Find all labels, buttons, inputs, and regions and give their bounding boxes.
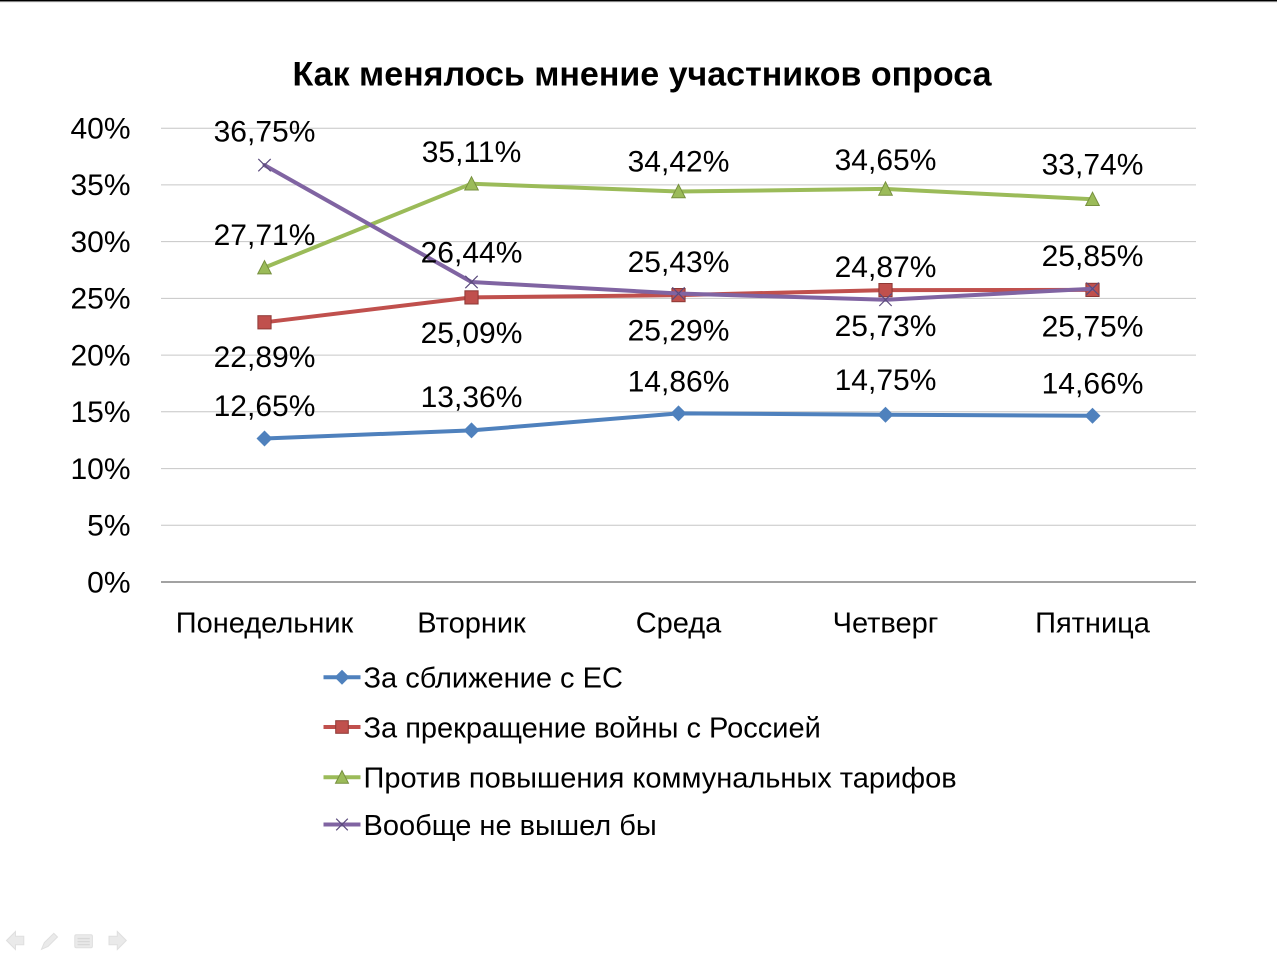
svg-text:0%: 0% — [87, 566, 130, 599]
svg-text:За сближение с ЕС: За сближение с ЕС — [364, 663, 623, 695]
svg-text:34,42%: 34,42% — [628, 146, 730, 179]
svg-text:25,75%: 25,75% — [1042, 311, 1144, 344]
svg-text:25,85%: 25,85% — [1042, 240, 1144, 273]
svg-text:За прекращение войны с Россией: За прекращение войны с Россией — [364, 712, 821, 744]
svg-text:15%: 15% — [70, 396, 130, 429]
svg-text:33,74%: 33,74% — [1042, 149, 1144, 182]
svg-text:40%: 40% — [70, 113, 130, 146]
svg-text:25,29%: 25,29% — [628, 314, 730, 347]
svg-text:20%: 20% — [70, 339, 130, 372]
svg-text:14,86%: 14,86% — [628, 366, 730, 399]
svg-text:13,36%: 13,36% — [421, 381, 523, 414]
svg-text:25,43%: 25,43% — [628, 246, 730, 279]
svg-text:Понедельник: Понедельник — [176, 608, 354, 640]
svg-text:14,66%: 14,66% — [1042, 368, 1144, 401]
svg-text:Вторник: Вторник — [417, 608, 526, 640]
svg-text:30%: 30% — [70, 226, 130, 259]
svg-text:26,44%: 26,44% — [421, 237, 523, 270]
svg-text:Среда: Среда — [636, 608, 722, 640]
svg-text:10%: 10% — [70, 453, 130, 486]
svg-text:27,71%: 27,71% — [214, 219, 316, 252]
svg-text:34,65%: 34,65% — [835, 144, 937, 177]
svg-text:Пятница: Пятница — [1035, 608, 1151, 640]
svg-text:Четверг: Четверг — [833, 608, 939, 640]
svg-text:14,75%: 14,75% — [835, 364, 937, 397]
svg-text:35%: 35% — [70, 169, 130, 202]
svg-text:Против повышения коммунальных: Против повышения коммунальных тарифов — [364, 763, 957, 795]
svg-text:5%: 5% — [87, 510, 130, 543]
svg-text:25,73%: 25,73% — [835, 310, 937, 343]
svg-text:25%: 25% — [70, 283, 130, 316]
svg-text:36,75%: 36,75% — [214, 116, 316, 149]
svg-text:24,87%: 24,87% — [835, 251, 937, 284]
svg-text:Вообще не вышел бы: Вообще не вышел бы — [364, 810, 657, 842]
svg-text:22,89%: 22,89% — [214, 341, 316, 374]
svg-text:Как менялось мнение участников: Как менялось мнение участников опроса — [293, 56, 993, 94]
svg-text:25,09%: 25,09% — [421, 317, 523, 350]
svg-text:35,11%: 35,11% — [422, 136, 522, 169]
svg-text:12,65%: 12,65% — [214, 390, 316, 423]
